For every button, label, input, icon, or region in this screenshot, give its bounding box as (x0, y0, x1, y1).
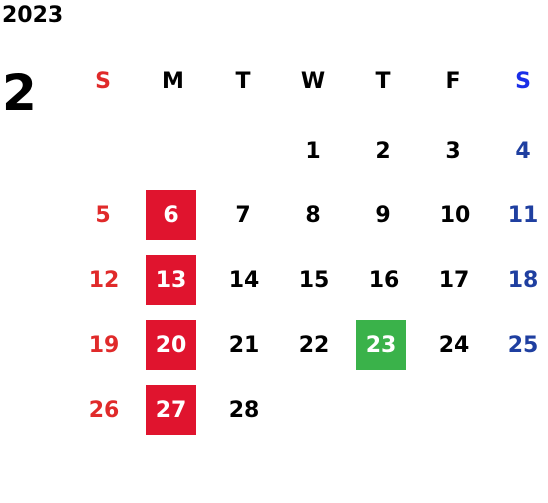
day-cell-saturday[interactable]: 25 (507, 332, 539, 358)
day-cell-highlighted[interactable]: 20 (146, 320, 196, 370)
day-cell[interactable]: 16 (368, 267, 400, 293)
day-cell[interactable]: 7 (235, 202, 251, 228)
day-cell[interactable]: 10 (439, 202, 471, 228)
weekday-saturday: S (515, 68, 531, 94)
day-cell[interactable]: 3 (445, 138, 461, 164)
weekday-friday: F (445, 68, 461, 94)
weekday-wednesday: W (300, 68, 326, 94)
day-cell[interactable]: 15 (298, 267, 330, 293)
day-cell-sunday[interactable]: 19 (88, 332, 120, 358)
day-cell[interactable]: 28 (228, 397, 260, 423)
day-cell-sunday[interactable]: 26 (88, 397, 120, 423)
day-cell-saturday[interactable]: 4 (515, 138, 531, 164)
day-cell-today[interactable]: 23 (356, 320, 406, 370)
day-cell-sunday[interactable]: 12 (88, 267, 120, 293)
day-cell-saturday[interactable]: 11 (507, 202, 539, 228)
day-cell[interactable]: 24 (438, 332, 470, 358)
day-cell-sunday[interactable]: 5 (95, 202, 111, 228)
day-cell[interactable]: 9 (375, 202, 391, 228)
day-cell[interactable]: 2 (375, 138, 391, 164)
day-cell[interactable]: 8 (305, 202, 321, 228)
day-cell[interactable]: 17 (438, 267, 470, 293)
day-cell-highlighted[interactable]: 6 (146, 190, 196, 240)
day-cell-saturday[interactable]: 18 (507, 267, 539, 293)
day-cell[interactable]: 22 (298, 332, 330, 358)
day-cell[interactable]: 14 (228, 267, 260, 293)
weekday-thursday: T (375, 68, 391, 94)
day-cell[interactable]: 1 (305, 138, 321, 164)
weekday-sunday: S (95, 68, 111, 94)
weekday-tuesday: T (235, 68, 251, 94)
weekday-monday: M (162, 68, 184, 94)
month-label: 2 (2, 64, 37, 122)
day-cell[interactable]: 21 (228, 332, 260, 358)
year-label: 2023 (2, 3, 64, 28)
day-cell-highlighted[interactable]: 27 (146, 385, 196, 435)
day-cell-highlighted[interactable]: 13 (146, 255, 196, 305)
